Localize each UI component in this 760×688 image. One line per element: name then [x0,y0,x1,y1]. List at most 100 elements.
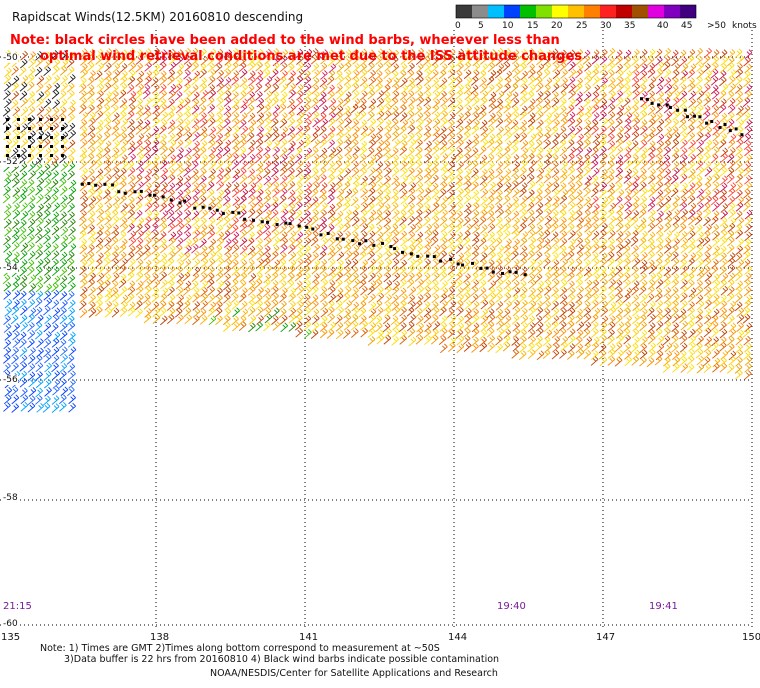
wind-barb [183,83,191,93]
wind-barb [542,308,551,319]
wind-barb [44,170,52,181]
wind-barb [119,210,128,220]
wind-barb [592,243,600,254]
wind-barb [734,223,743,234]
wind-barb [463,125,472,135]
color-swatch [600,5,616,18]
wind-barb [343,266,351,277]
wind-barb [255,321,263,332]
wind-barb [607,104,616,114]
wind-barb [287,181,296,191]
wind-barb [672,231,680,242]
wind-barb [191,75,199,86]
wind-barb [415,202,424,213]
wind-barb [503,315,512,325]
wind-barb [42,131,51,142]
wind-barb [271,154,280,164]
wind-barb [504,202,513,213]
wind-barb [440,300,448,311]
wind-barb [67,291,75,301]
wind-barb [200,265,209,275]
wind-barb [367,104,376,114]
wind-barb [487,335,496,345]
wind-barb [631,188,639,199]
wind-barb [376,48,384,59]
wind-barb [263,82,272,93]
wind-barb [591,237,599,248]
wind-barb [160,111,169,122]
wind-barb [78,83,87,94]
wind-barb [351,307,360,317]
wind-barb [647,251,655,261]
wind-barb [11,82,20,92]
wind-barb [111,251,119,262]
wind-barb [503,168,512,179]
wind-barb [423,258,431,269]
wind-barb [96,174,104,185]
wind-barb [87,132,96,143]
wind-barb [455,56,464,67]
wind-barb [86,251,95,261]
wind-barb [384,285,392,296]
wind-barb [576,195,584,206]
contamination-marker [456,262,460,266]
wind-barb [608,145,617,156]
wind-barb [102,104,111,115]
wind-barb [400,293,408,304]
wind-barb [696,124,705,135]
wind-barb [590,159,599,170]
wind-barb [607,97,616,107]
wind-barb [295,118,303,129]
wind-barb [704,166,713,177]
wind-barb [327,69,336,80]
wind-barb [592,84,601,95]
wind-barb [679,202,688,212]
wind-barb [248,272,257,283]
wind-barb [711,308,720,319]
wind-barb [43,395,51,406]
wind-barb [391,237,399,247]
wind-barb [311,84,320,95]
wind-barb [311,252,319,262]
color-scale-label: 30 [600,21,612,31]
wind-barb [127,245,136,255]
wind-barb [424,146,433,157]
wind-barb [335,84,343,94]
wind-barb [151,273,159,283]
wind-barb [175,279,184,290]
wind-barb [599,258,607,269]
wind-barb [128,90,137,101]
wind-barb [303,195,312,206]
wind-barb [414,237,423,247]
wind-barb [279,62,288,73]
wind-barb [416,118,424,129]
contamination-marker [237,211,241,215]
wind-barb [431,285,440,296]
wind-barb [231,173,240,184]
contamination-marker [61,127,64,130]
wind-barb [471,336,479,347]
wind-barb [239,112,248,123]
wind-barb [160,187,168,198]
wind-barb [631,285,639,296]
wind-barb [536,230,545,241]
wind-barb [480,132,488,142]
wind-barb [352,54,360,65]
wind-barb [535,286,544,297]
wind-barb [335,154,343,164]
wind-barb [575,329,584,340]
contamination-marker [416,254,420,258]
wind-barb [671,222,680,233]
wind-barb [735,126,744,136]
wind-barb [88,70,96,80]
wind-barb [34,226,43,237]
wind-barb [416,76,424,86]
wind-barb [52,202,61,213]
wind-barb [663,287,672,297]
wind-barb [295,75,304,86]
wind-barb [400,202,409,213]
wind-barb [374,272,383,283]
wind-barb [43,305,51,316]
wind-barb [423,328,432,339]
